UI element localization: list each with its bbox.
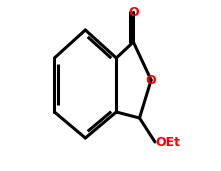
Text: O: O xyxy=(128,5,139,18)
Text: O: O xyxy=(146,74,156,87)
Text: OEt: OEt xyxy=(155,135,180,148)
